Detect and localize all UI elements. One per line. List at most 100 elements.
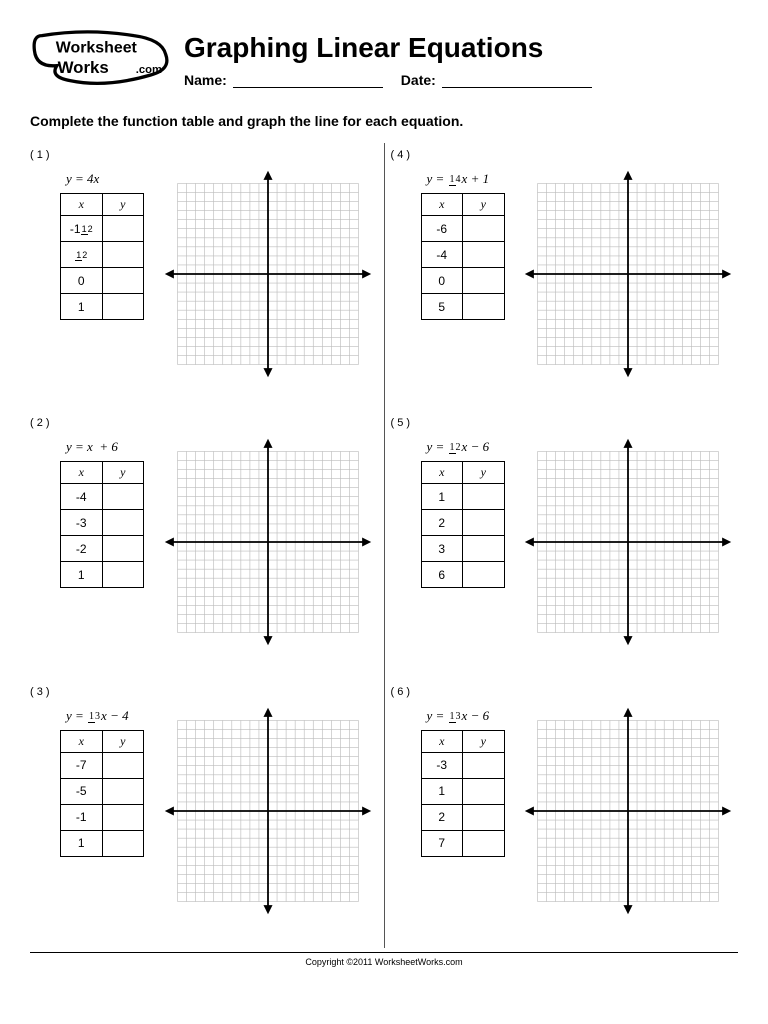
x-cell: -5	[61, 778, 103, 804]
y-cell[interactable]	[463, 752, 504, 778]
name-blank[interactable]	[233, 72, 383, 88]
y-cell[interactable]	[463, 510, 505, 536]
y-cell[interactable]	[102, 830, 143, 856]
x-cell: 2	[421, 510, 463, 536]
x-cell: -3	[421, 752, 463, 778]
y-cell[interactable]	[102, 510, 143, 536]
problem: ( 4 ) y = 14x + 1 x y -6-405	[391, 143, 739, 411]
y-cell[interactable]	[463, 268, 504, 294]
x-cell: 12	[61, 242, 103, 268]
x-cell: 0	[61, 268, 103, 294]
function-table: x y -6-405	[421, 193, 505, 320]
y-cell[interactable]	[102, 484, 143, 510]
left-column: ( 1 ) y = 4x x y -1121201 ( 2 ) y = x + …	[30, 143, 378, 948]
page-header: Worksheet Works .com Graphing Linear Equ…	[30, 30, 738, 95]
y-cell[interactable]	[463, 294, 504, 320]
problem: ( 3 ) y = 13x − 4 x y -7-5-11	[30, 680, 378, 948]
function-table: x y -3127	[421, 730, 505, 857]
y-cell[interactable]	[463, 216, 504, 242]
function-table: x y 1236	[421, 461, 505, 588]
footer-copyright: Copyright ©2011 WorksheetWorks.com	[30, 953, 738, 967]
problem: ( 1 ) y = 4x x y -1121201	[30, 143, 378, 411]
y-cell[interactable]	[102, 804, 143, 830]
x-cell: -1	[61, 804, 103, 830]
x-cell: 1	[421, 778, 463, 804]
graph-wrap	[519, 684, 739, 938]
y-header: y	[463, 730, 504, 752]
equation: y = 14x + 1	[421, 171, 513, 187]
x-cell: -6	[421, 216, 463, 242]
y-cell[interactable]	[102, 536, 143, 562]
coordinate-plane	[163, 422, 373, 662]
column-divider	[384, 143, 385, 948]
coordinate-plane	[163, 154, 373, 394]
y-cell[interactable]	[102, 294, 143, 320]
equation: y = x + 6	[60, 439, 152, 455]
graph-wrap	[158, 147, 378, 401]
graph-wrap	[158, 415, 378, 669]
x-cell: -112	[61, 216, 103, 242]
function-table: x y -7-5-11	[60, 730, 144, 857]
x-cell: -4	[61, 484, 103, 510]
meta-row: Name: Date:	[184, 72, 738, 88]
x-cell: 6	[421, 562, 463, 588]
problem-number: ( 5 )	[391, 415, 415, 669]
function-table: x y -4-3-21	[60, 461, 144, 588]
x-cell: -7	[61, 752, 103, 778]
equation: y = 13x − 4	[60, 708, 152, 724]
y-cell[interactable]	[102, 242, 143, 268]
y-cell[interactable]	[463, 804, 504, 830]
problem-number: ( 2 )	[30, 415, 54, 669]
equation: y = 13x − 6	[421, 708, 513, 724]
y-cell[interactable]	[463, 536, 505, 562]
y-cell[interactable]	[102, 752, 143, 778]
x-cell: -3	[61, 510, 103, 536]
coordinate-plane	[523, 691, 733, 931]
y-header: y	[463, 194, 504, 216]
problem-number: ( 6 )	[391, 684, 415, 938]
problem-number: ( 1 )	[30, 147, 54, 401]
x-header: x	[61, 462, 103, 484]
problems-area: ( 1 ) y = 4x x y -1121201 ( 2 ) y = x + …	[30, 143, 738, 953]
coordinate-plane	[163, 691, 373, 931]
y-cell[interactable]	[102, 562, 143, 588]
graph-wrap	[519, 415, 739, 669]
x-cell: 1	[61, 562, 103, 588]
logo-text-tld: .com	[136, 64, 162, 76]
graph-wrap	[519, 147, 739, 401]
y-cell[interactable]	[463, 778, 504, 804]
y-header: y	[102, 194, 143, 216]
problem: ( 5 ) y = 12x − 6 x y 1236	[391, 411, 739, 679]
x-header: x	[61, 730, 103, 752]
date-label: Date:	[401, 72, 436, 88]
y-cell[interactable]	[102, 778, 143, 804]
y-cell[interactable]	[102, 268, 143, 294]
instruction-text: Complete the function table and graph th…	[30, 113, 738, 129]
x-header: x	[421, 194, 463, 216]
x-header: x	[61, 194, 103, 216]
logo-text-bottom: Works	[58, 58, 109, 77]
equation: y = 12x − 6	[421, 439, 513, 455]
logo-text-top: Worksheet	[56, 40, 138, 57]
x-cell: 5	[421, 294, 463, 320]
x-cell: -4	[421, 242, 463, 268]
y-header: y	[102, 462, 143, 484]
coordinate-plane	[523, 154, 733, 394]
x-cell: 0	[421, 268, 463, 294]
coordinate-plane	[523, 422, 733, 662]
y-cell[interactable]	[463, 562, 505, 588]
y-cell[interactable]	[102, 216, 143, 242]
right-column: ( 4 ) y = 14x + 1 x y -6-405 ( 5 ) y = 1…	[391, 143, 739, 948]
date-blank[interactable]	[442, 72, 592, 88]
y-cell[interactable]	[463, 242, 504, 268]
y-cell[interactable]	[463, 830, 504, 856]
x-cell: 2	[421, 804, 463, 830]
equation: y = 4x	[60, 171, 152, 187]
graph-wrap	[158, 684, 378, 938]
x-header: x	[421, 462, 463, 484]
function-table: x y -1121201	[60, 193, 144, 320]
y-cell[interactable]	[463, 484, 505, 510]
brand-logo: Worksheet Works .com	[30, 30, 172, 95]
x-header: x	[421, 730, 463, 752]
x-cell: 1	[61, 830, 103, 856]
